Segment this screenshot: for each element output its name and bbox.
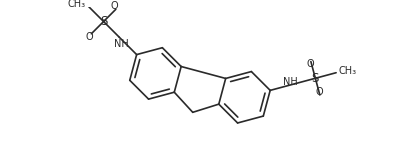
Text: O: O bbox=[306, 59, 314, 69]
Text: NH: NH bbox=[114, 39, 129, 49]
Text: S: S bbox=[100, 15, 107, 28]
Text: CH₃: CH₃ bbox=[339, 66, 357, 76]
Text: NH: NH bbox=[283, 77, 298, 87]
Text: O: O bbox=[110, 1, 118, 11]
Text: O: O bbox=[315, 87, 323, 97]
Text: O: O bbox=[86, 32, 93, 42]
Text: CH₃: CH₃ bbox=[67, 0, 85, 9]
Text: S: S bbox=[312, 72, 319, 85]
